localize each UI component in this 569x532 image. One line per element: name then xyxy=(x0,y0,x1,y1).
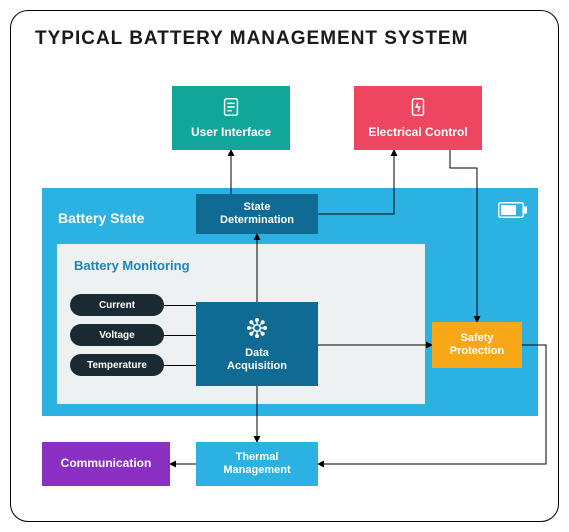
panel-battery-monitoring-label: Battery Monitoring xyxy=(74,258,190,273)
node-communication: Communication xyxy=(42,442,170,486)
pill-voltage: Voltage xyxy=(70,324,164,346)
node-communication-label: Communication xyxy=(61,457,152,471)
pill-wire xyxy=(164,305,196,306)
node-user-interface: User Interface xyxy=(172,86,290,150)
node-electrical-control-label: Electrical Control xyxy=(368,126,467,140)
pill-wire xyxy=(164,365,196,366)
pill-wire xyxy=(164,335,196,336)
chip-icon xyxy=(245,316,269,344)
node-data-acquisition: DataAcquisition xyxy=(196,302,318,386)
node-thermal-management-label: ThermalManagement xyxy=(223,451,290,476)
node-state-determination: StateDetermination xyxy=(196,194,318,234)
node-safety-protection-label: SafetyProtection xyxy=(450,332,504,357)
pill-current: Current xyxy=(70,294,164,316)
plug-icon xyxy=(407,96,429,122)
battery-icon xyxy=(498,202,530,223)
panel-battery-state-label: Battery State xyxy=(58,210,144,226)
node-state-determination-label: StateDetermination xyxy=(220,201,294,226)
node-safety-protection: SafetyProtection xyxy=(432,322,522,368)
node-data-acquisition-label: DataAcquisition xyxy=(227,347,287,372)
node-thermal-management: ThermalManagement xyxy=(196,442,318,486)
node-user-interface-label: User Interface xyxy=(191,126,271,140)
document-icon xyxy=(220,96,242,122)
node-electrical-control: Electrical Control xyxy=(354,86,482,150)
pill-temperature: Temperature xyxy=(70,354,164,376)
diagram-title: TYPICAL BATTERY MANAGEMENT SYSTEM xyxy=(35,28,468,50)
